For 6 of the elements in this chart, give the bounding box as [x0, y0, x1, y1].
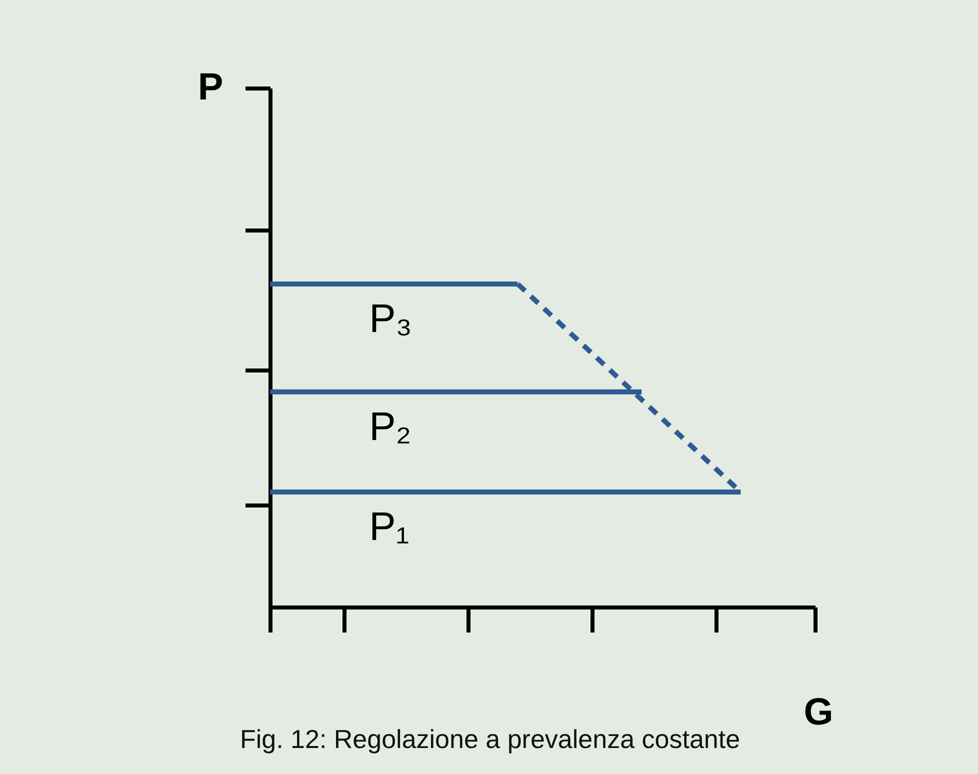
- caption: Fig. 12: Regolazione a prevalenza costante: [240, 724, 740, 754]
- y-axis-title: P: [198, 66, 224, 108]
- x-axis-title: G: [804, 692, 834, 734]
- series-label: P₂: [369, 404, 412, 449]
- series-label: P₃: [369, 297, 412, 342]
- series-label: P₁: [369, 505, 410, 550]
